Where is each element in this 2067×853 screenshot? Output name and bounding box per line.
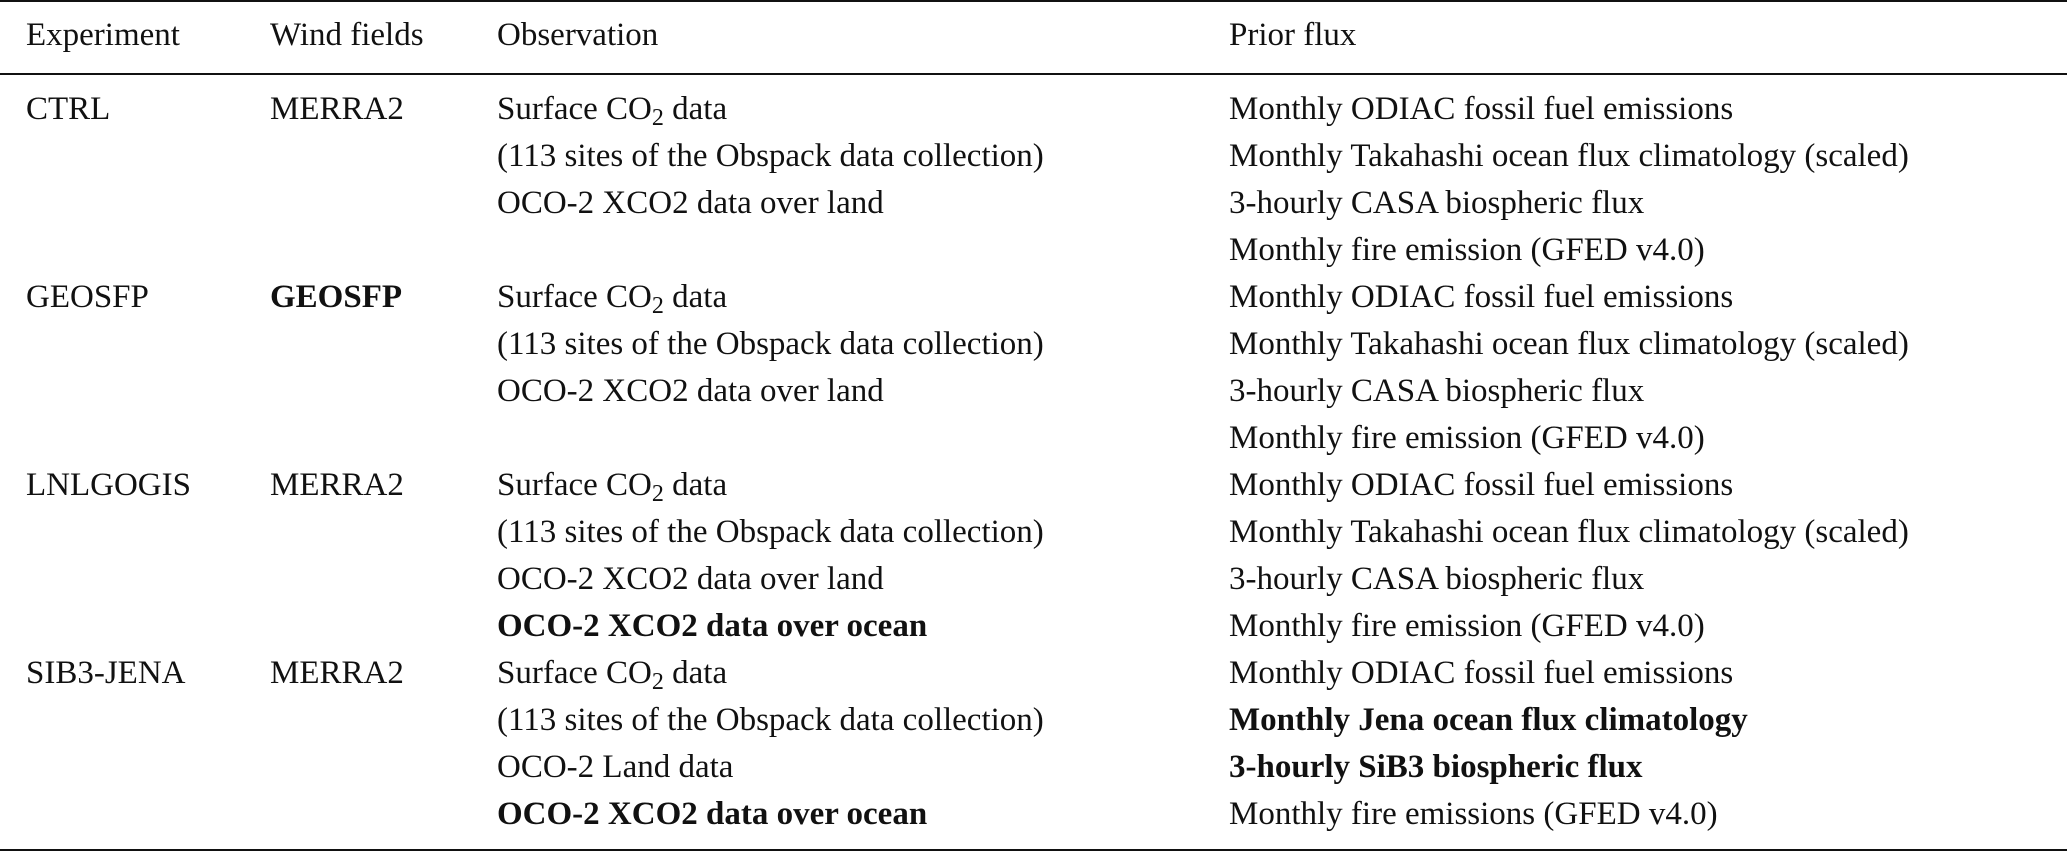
row-sib3-jena-wind: MERRA2 xyxy=(270,655,404,691)
row-geosfp-prior-fossil: Monthly ODIAC fossil fuel emissions xyxy=(1229,279,1734,315)
row-geosfp-obs-sites: (113 sites of the Obspack data collectio… xyxy=(497,326,1044,362)
row-geosfp-obs-land: OCO-2 XCO2 data over land xyxy=(497,373,884,409)
row-sib3-jena-obs-sites: (113 sites of the Obspack data collectio… xyxy=(497,702,1044,738)
row-sib3-jena-prior-fossil: Monthly ODIAC fossil fuel emissions xyxy=(1229,655,1734,691)
row-ctrl-prior-fire: Monthly fire emission (GFED v4.0) xyxy=(1229,232,1705,268)
row-ctrl-experiment: CTRL xyxy=(26,91,111,127)
row-lnlgogis-obs-ocean: OCO-2 XCO2 data over ocean xyxy=(497,608,928,644)
header-experiment: Experiment xyxy=(26,17,180,53)
row-ctrl-prior-ocean: Monthly Takahashi ocean flux climatology… xyxy=(1229,138,1909,174)
header-prior-flux: Prior flux xyxy=(1229,17,1357,53)
row-sib3-jena-experiment: SIB3-JENA xyxy=(26,655,186,691)
row-lnlgogis-prior-fossil: Monthly ODIAC fossil fuel emissions xyxy=(1229,467,1734,503)
row-sib3-jena-obs-ocean: OCO-2 XCO2 data over ocean xyxy=(497,796,928,832)
header-observation: Observation xyxy=(497,17,659,53)
row-sib3-jena-prior-fire: Monthly fire emissions (GFED v4.0) xyxy=(1229,796,1718,832)
row-lnlgogis-experiment: LNLGOGIS xyxy=(26,467,191,503)
row-lnlgogis-prior-ocean: Monthly Takahashi ocean flux climatology… xyxy=(1229,514,1909,550)
row-geosfp-prior-ocean: Monthly Takahashi ocean flux climatology… xyxy=(1229,326,1909,362)
row-ctrl-obs-surface-co2: Surface CO2 data xyxy=(497,91,728,131)
row-ctrl-obs-sites: (113 sites of the Obspack data collectio… xyxy=(497,138,1044,174)
row-lnlgogis-obs-land: OCO-2 XCO2 data over land xyxy=(497,561,884,597)
row-ctrl-obs-land: OCO-2 XCO2 data over land xyxy=(497,185,884,221)
row-sib3-jena-prior-ocean: Monthly Jena ocean flux climatology xyxy=(1229,702,1748,738)
row-lnlgogis-prior-biosphere: 3-hourly CASA biospheric flux xyxy=(1229,561,1645,597)
table-top-rule xyxy=(0,0,2067,2)
row-lnlgogis-prior-fire: Monthly fire emission (GFED v4.0) xyxy=(1229,608,1705,644)
row-lnlgogis-obs-surface-co2: Surface CO2 data xyxy=(497,467,728,507)
row-geosfp-wind: GEOSFP xyxy=(270,279,403,315)
table-header-rule xyxy=(0,73,2067,75)
row-lnlgogis-wind: MERRA2 xyxy=(270,467,404,503)
row-lnlgogis-obs-sites: (113 sites of the Obspack data collectio… xyxy=(497,514,1044,550)
table-bottom-rule xyxy=(0,849,2067,851)
row-sib3-jena-obs-surface-co2: Surface CO2 data xyxy=(497,655,728,695)
row-ctrl-prior-biosphere: 3-hourly CASA biospheric flux xyxy=(1229,185,1645,221)
row-geosfp-experiment: GEOSFP xyxy=(26,279,149,315)
row-sib3-jena-obs-land: OCO-2 Land data xyxy=(497,749,734,785)
row-geosfp-prior-biosphere: 3-hourly CASA biospheric flux xyxy=(1229,373,1645,409)
row-ctrl-wind: MERRA2 xyxy=(270,91,404,127)
header-wind-fields: Wind fields xyxy=(270,17,424,53)
row-geosfp-prior-fire: Monthly fire emission (GFED v4.0) xyxy=(1229,420,1705,456)
row-sib3-jena-prior-biosphere: 3-hourly SiB3 biospheric flux xyxy=(1229,749,1643,785)
row-geosfp-obs-surface-co2: Surface CO2 data xyxy=(497,279,728,319)
row-ctrl-prior-fossil: Monthly ODIAC fossil fuel emissions xyxy=(1229,91,1734,127)
